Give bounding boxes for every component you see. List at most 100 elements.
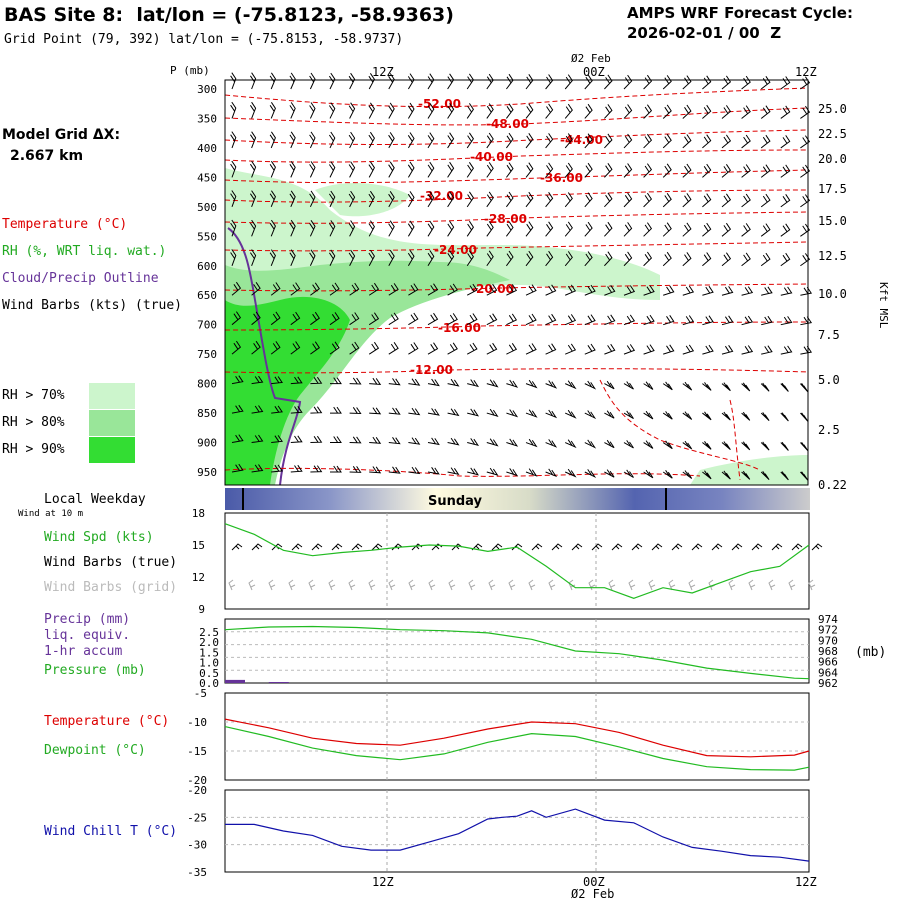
wind-barb (368, 282, 380, 296)
wind-barb (682, 193, 692, 208)
wind-barb (760, 252, 771, 267)
wind-barb (564, 251, 573, 267)
wind-barb (565, 314, 577, 326)
wind-barb (427, 132, 435, 149)
pressure-tick-label: 400 (197, 142, 217, 155)
wind-barb (466, 283, 478, 296)
kft-axis-label: Kft MSL (877, 282, 890, 329)
wind-barb (623, 222, 633, 237)
wind-barb (761, 315, 773, 326)
wind-barb (289, 161, 296, 178)
wind-barb (771, 543, 783, 551)
wind-barb (408, 342, 419, 355)
wind-barb (604, 104, 613, 119)
wind-tick-label: 18 (192, 507, 205, 520)
wind-barb (388, 220, 395, 237)
wind-barb (748, 579, 756, 591)
wind-barb (388, 312, 399, 326)
wind-speed-panel: 18 15 12 9 (192, 507, 823, 616)
weekday-label: Sunday (428, 494, 483, 509)
wind-barb (368, 249, 375, 267)
wind-barb (788, 579, 796, 591)
wind-barb (623, 192, 633, 208)
wind-barb (741, 345, 754, 355)
pressure-unit: (mb) (855, 645, 886, 660)
grid-wind-barbs (228, 579, 816, 591)
wind-barb (290, 406, 303, 414)
wind-barb (466, 313, 478, 326)
wind-barb (371, 543, 383, 551)
wind-barb (731, 543, 743, 551)
wind-barb (506, 162, 514, 178)
wind-barb (604, 343, 616, 355)
wind-barb (427, 312, 439, 326)
forecast-cycle-value: 2026-02-01 / 00 Z (627, 24, 782, 42)
wind-barb (466, 250, 475, 267)
wind-barb (604, 221, 613, 237)
wind-barb (289, 131, 296, 149)
wind-barb (761, 286, 773, 296)
wind-barb (760, 164, 771, 178)
wind-barb (351, 543, 363, 551)
wind-barb (506, 284, 518, 296)
wind-barb (648, 579, 656, 591)
wind-barb (230, 190, 237, 208)
wind-barb (525, 74, 534, 90)
wind-barb (230, 160, 237, 178)
bottom-x-tick-3: 12Z (795, 875, 817, 889)
wind-barb (309, 72, 316, 90)
pressure-tick-label: 850 (197, 407, 217, 420)
rh70-swatch (89, 383, 135, 409)
wind-barb (682, 285, 695, 296)
wind-barb (760, 441, 770, 451)
temperature-ticks: -5 -10 -15 -20 (187, 687, 207, 787)
wind-barb (591, 543, 603, 551)
top-date-label: Ø2 Feb (571, 52, 611, 65)
wind-barb (702, 193, 712, 208)
wind-barb (388, 73, 395, 90)
wind-barb (348, 220, 356, 237)
pressure-tick-label: 950 (197, 466, 217, 479)
wind-barb (231, 543, 243, 551)
legend-cloud-outline: Cloud/Precip Outline (2, 271, 159, 286)
wind-barb (269, 160, 276, 178)
cloud-outline (227, 227, 302, 486)
wind-barb (466, 342, 478, 355)
wind-barb (310, 465, 323, 473)
wind-barb (545, 250, 554, 267)
wind-barb (506, 73, 514, 90)
wind-barb (662, 440, 673, 450)
wind-barb (251, 405, 264, 414)
wind-barb (329, 406, 342, 414)
wind-barb (310, 376, 323, 385)
height-ticks: 25.0 22.5 20.0 17.5 15.0 12.5 10.0 7.5 5.0 2.5 0.2… (818, 102, 847, 492)
wind-barb (230, 72, 237, 90)
pressure-tick-label: 750 (197, 348, 217, 361)
wind-barb (564, 133, 573, 149)
isotherm-label: -28.00 (484, 212, 527, 226)
wind-barb (662, 251, 672, 267)
wind-barb (486, 250, 494, 267)
wind-barb (231, 375, 244, 385)
wind-barb (662, 381, 673, 391)
wind-barb (760, 382, 770, 392)
wind-barb (388, 342, 399, 355)
legend-precip-accum: 1-hr accum (44, 644, 123, 659)
wind-chill-tick-label: -20 (187, 784, 207, 797)
wind-barb (349, 312, 360, 326)
height-tick-label: 10.0 (818, 287, 847, 301)
wind-barb (506, 343, 518, 355)
pressure-tick-label: 650 (197, 289, 217, 302)
wind-barb (691, 543, 703, 551)
wind-barb (447, 408, 460, 417)
wind-barb (631, 543, 643, 551)
wind-barb (584, 162, 593, 178)
rh70-patch-upper (315, 183, 410, 217)
wind-barb (682, 381, 693, 391)
wind-barb (408, 579, 416, 591)
wind-barb (545, 409, 558, 419)
wind-barb (369, 436, 382, 444)
wind-barb (388, 161, 395, 178)
wind-barb (811, 543, 823, 551)
wind-barb (329, 312, 340, 326)
